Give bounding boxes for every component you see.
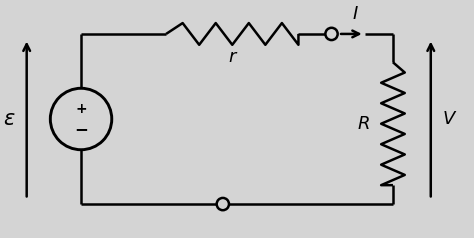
Circle shape	[325, 28, 337, 40]
Text: ε: ε	[3, 109, 14, 129]
Text: V: V	[443, 110, 455, 128]
Text: +: +	[75, 102, 87, 116]
Text: I: I	[353, 5, 358, 23]
Text: r: r	[228, 48, 236, 66]
Circle shape	[50, 88, 112, 150]
Text: −: −	[74, 120, 88, 139]
Circle shape	[217, 198, 229, 210]
Text: R: R	[357, 115, 370, 133]
